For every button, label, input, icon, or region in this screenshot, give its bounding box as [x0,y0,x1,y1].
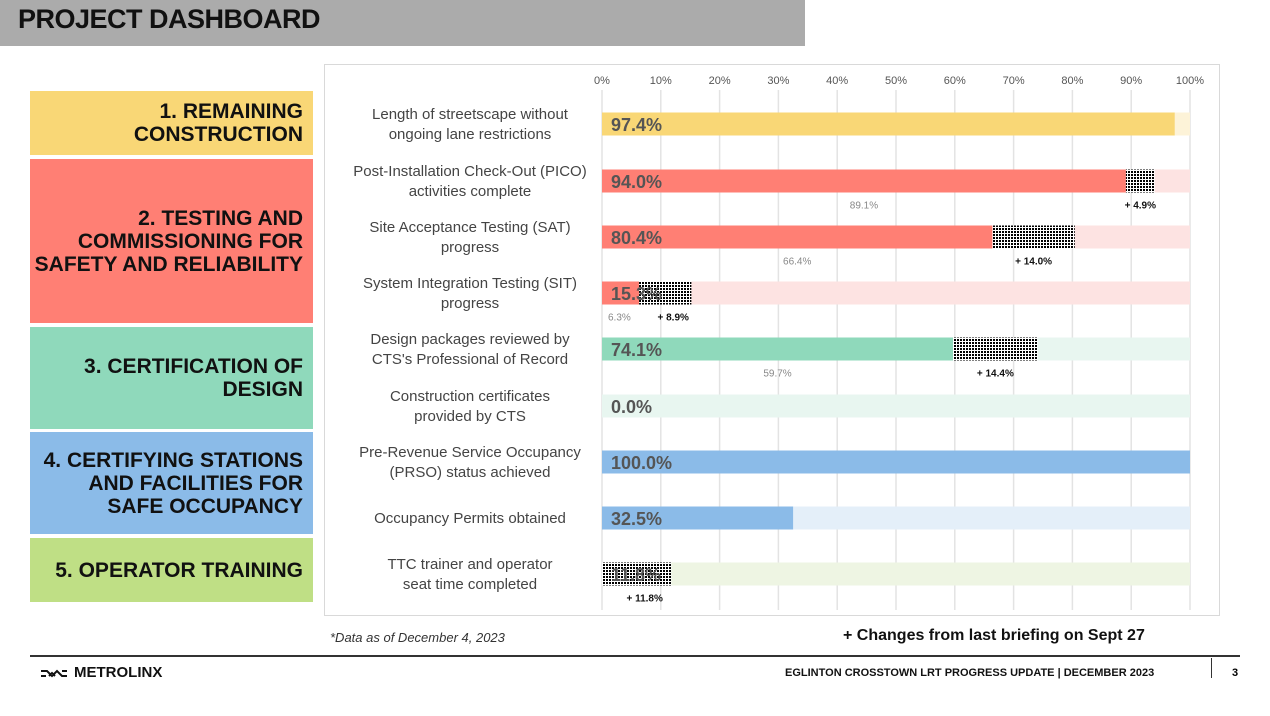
chart-frame [324,64,1220,616]
row-label: ongoing lane restrictions [389,126,552,143]
x-tick-label: 0% [594,75,610,87]
bar-background [602,562,1190,586]
bar-previous [602,169,1126,193]
row-label: provided by CTS [414,408,526,425]
footer-separator [1211,658,1212,678]
previous-value-label: 66.4% [783,257,811,268]
category-label: 5. OPERATOR TRAINING [55,558,303,582]
logo-text: METROLINX [74,664,163,681]
footer-divider [30,655,1240,657]
row-label: Site Acceptance Testing (SAT) [369,219,570,236]
x-tick-label: 60% [944,75,966,87]
row-label: Occupancy Permits obtained [374,510,566,527]
bar-value-label: 32.5% [611,509,662,529]
bar-change [953,337,1038,361]
metrolinx-logo: METROLINX [40,664,162,681]
category-label: 4. CERTIFYING STATIONS AND FACILITIES FO… [43,448,303,518]
x-tick-label: 30% [767,75,789,87]
bar-value-label: 100.0% [611,453,672,473]
bar-change [1125,169,1155,193]
bar-change [602,562,672,586]
row-label: progress [441,239,499,256]
bar-previous [602,450,1190,474]
bar-value-label: 11.8% [611,565,661,585]
bar-previous [602,281,640,305]
row-label: progress [441,295,499,312]
row-label: activities complete [409,183,532,200]
bar-previous [602,337,954,361]
row-label: Post-Installation Check-Out (PICO) [353,163,586,180]
previous-value-label: 6.3% [608,313,631,324]
bar-previous [602,112,1175,136]
row-label: (PRSO) status achieved [390,464,551,481]
row-label: Length of streetscape without [372,106,569,123]
change-value-label: + 11.8% [626,594,663,605]
data-date-note: *Data as of December 4, 2023 [330,630,505,645]
bar-value-label: 74.1% [611,340,662,360]
changes-legend: + Changes from last briefing on Sept 27 [843,627,1145,644]
page-title: PROJECT DASHBOARD [18,4,321,34]
change-value-label: + 8.9% [657,313,689,324]
row-label: Design packages reviewed by [370,331,570,348]
row-label: Pre-Revenue Service Occupancy [359,444,581,461]
change-value-label: + 14.4% [977,369,1014,380]
bar-value-label: 0.0% [611,397,652,417]
previous-value-label: 89.1% [850,201,878,212]
category-label: 3. CERTIFICATION OF DESIGN [84,355,303,401]
category-testing-commissioning: 2. TESTING AND COMMISSIONING FOR SAFETY … [30,159,313,323]
x-tick-label: 70% [1003,75,1025,87]
metrolinx-wave-icon [41,669,67,677]
category-remaining-construction: 1. REMAINING CONSTRUCTION [30,91,313,155]
page-number: 3 [1232,667,1239,679]
page-title-bar: PROJECT DASHBOARD [0,0,805,46]
bar-previous [602,506,794,530]
previous-value-label: 59.7% [763,369,791,380]
x-tick-label: 20% [709,75,731,87]
bar-background [602,281,1190,305]
row-label: System Integration Testing (SIT) [363,275,577,292]
change-value-label: + 14.0% [1015,257,1052,268]
bar-background [602,394,1190,418]
category-certifying-stations: 4. CERTIFYING STATIONS AND FACILITIES FO… [30,432,313,534]
row-label: CTS's Professional of Record [372,351,568,368]
bar-value-label: 15.3% [611,284,662,304]
bar-previous [602,225,993,249]
bar-value-label: 80.4% [611,228,662,248]
report-title: EGLINTON CROSSTOWN LRT PROGRESS UPDATE |… [785,667,1155,679]
x-tick-label: 40% [826,75,848,87]
bar-change [992,225,1075,249]
row-label: seat time completed [403,576,537,593]
category-label: 2. TESTING AND COMMISSIONING FOR SAFETY … [34,206,303,276]
row-label: Construction certificates [390,388,550,405]
x-tick-label: 90% [1120,75,1142,87]
x-tick-label: 10% [650,75,672,87]
category-label: 1. REMAINING CONSTRUCTION [133,100,303,146]
bar-change [639,281,692,305]
x-tick-label: 100% [1176,75,1204,87]
row-label: TTC trainer and operator [387,556,552,573]
category-certification-design: 3. CERTIFICATION OF DESIGN [30,327,313,429]
bar-value-label: 97.4% [611,115,662,135]
category-operator-training: 5. OPERATOR TRAINING [30,538,313,602]
x-tick-label: 80% [1061,75,1083,87]
bar-value-label: 94.0% [611,172,662,192]
change-value-label: + 4.9% [1125,201,1157,212]
x-tick-label: 50% [885,75,907,87]
